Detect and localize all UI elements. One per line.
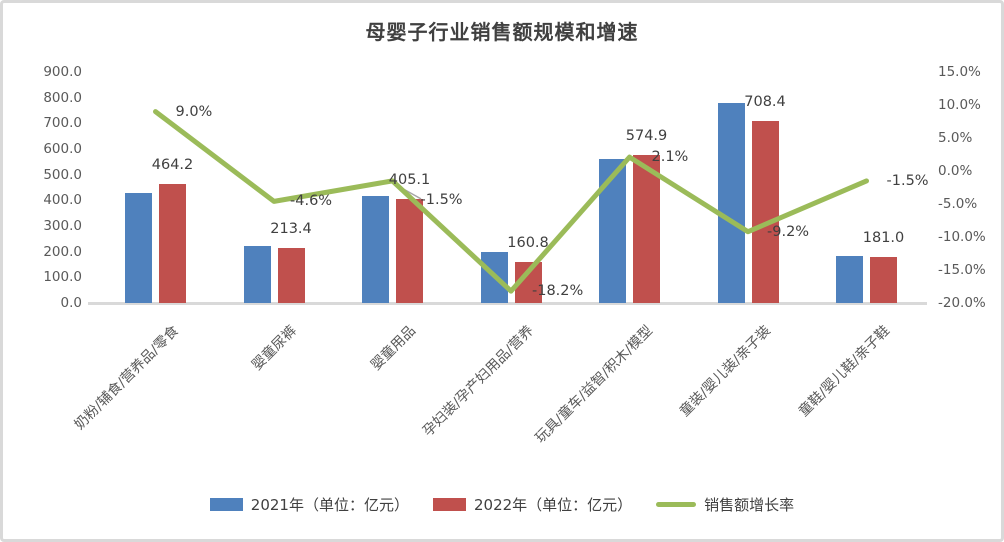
left-axis-tick: 600.0: [43, 141, 82, 157]
value-label-2022-6: 181.0: [862, 229, 905, 246]
bar-2021-5: [717, 103, 745, 303]
bar-2022-2: [396, 199, 423, 303]
growth-label-6: -1.5%: [886, 172, 929, 189]
left-axis-tick: 400.0: [43, 192, 82, 209]
growth-label-3: -18.2%: [532, 283, 584, 300]
legend-item-2021: 2021年（单位：亿元）: [209, 494, 409, 515]
legend-item-growth: 销售额增长率: [656, 494, 794, 515]
x-axis-line: [88, 302, 927, 305]
left-axis-tick: 500.0: [43, 166, 82, 183]
legend: 2021年（单位：亿元） 2022年（单位：亿元） 销售额增长率: [3, 494, 1001, 515]
bar-2021-1: [243, 246, 271, 303]
value-label-2022-2: 405.1: [388, 172, 431, 189]
bar-2022-4: [633, 155, 660, 303]
bar-2022-6: [870, 256, 897, 303]
left-axis-tick: 900.0: [43, 64, 82, 80]
bar-2021-6: [836, 256, 863, 303]
growth-line: [153, 109, 869, 294]
bar-2021-0: [125, 192, 152, 303]
growth-label-4: 2.1%: [651, 149, 689, 166]
legend-swatch-2021-bar: [209, 498, 243, 511]
value-label-2022-3: 160.8: [507, 234, 549, 251]
legend-swatch-2022-bar: [432, 498, 466, 511]
growth-label-0: 9.0%: [175, 103, 213, 120]
right-axis-tick: -5.0%: [938, 196, 978, 212]
right-axis-tick: 0.0%: [938, 163, 973, 179]
value-label-2022-0: 464.2: [151, 156, 194, 173]
bar-2022-0: [159, 183, 186, 303]
right-axis-tick: -20.0%: [938, 295, 986, 311]
value-label-2022-1: 213.4: [270, 221, 312, 238]
right-axis-tick: 15.0%: [938, 64, 981, 80]
value-label-2022-4: 574.9: [625, 128, 668, 145]
legend-label-2021: 2021年（单位：亿元）: [250, 496, 409, 514]
left-axis-tick: 800.0: [43, 89, 82, 106]
bar-2021-2: [362, 196, 389, 303]
left-axis-tick: 0.0: [60, 295, 82, 311]
left-axis-tick: 200.0: [43, 243, 82, 260]
legend-swatch-growth-line: [656, 502, 697, 507]
left-axis-tick: 700.0: [43, 115, 82, 132]
right-axis-tick: 10.0%: [938, 97, 981, 113]
right-axis-tick: -15.0%: [938, 262, 986, 278]
legend-label-growth: 销售额增长率: [704, 496, 795, 514]
legend-item-2022: 2022年（单位：亿元）: [432, 494, 633, 515]
right-axis-tick: 5.0%: [938, 130, 973, 146]
left-axis-tick: 300.0: [43, 218, 82, 234]
bar-2022-5: [751, 121, 779, 303]
left-axis-tick: 100.0: [43, 269, 82, 286]
growth-label-2: -1.5%: [420, 191, 463, 208]
value-label-2022-5: 708.4: [744, 94, 786, 111]
right-axis-tick: -10.0%: [938, 229, 986, 245]
growth-label-1: -4.6%: [290, 193, 333, 210]
chart-title: 母婴子行业销售额规模和增速: [365, 20, 639, 44]
bar-2022-1: [277, 248, 305, 303]
growth-label-5: -9.2%: [767, 223, 810, 240]
legend-label-2022: 2022年（单位：亿元）: [473, 496, 633, 514]
